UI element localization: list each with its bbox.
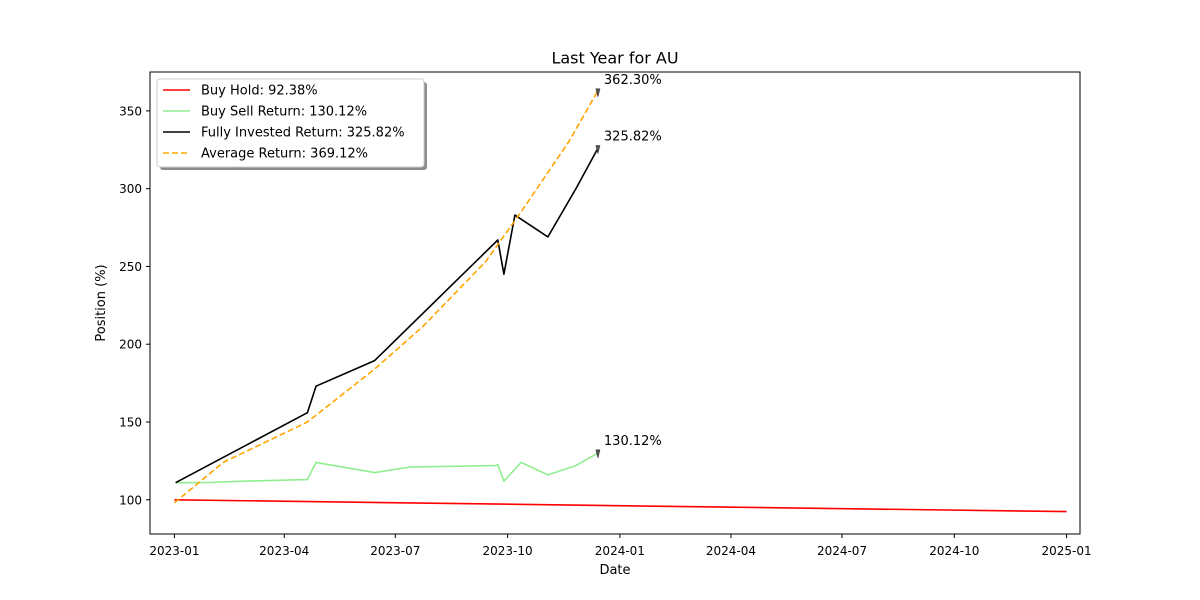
x-tick-label: 2023-01 [149,544,199,558]
chart-title: Last Year for AU [551,49,678,68]
x-axis-label: Date [599,563,630,578]
plot-frame [149,71,1081,535]
annotation-label: 130.12% [604,434,662,449]
legend-label: Buy Sell Return: 130.12% [201,105,367,120]
y-tick-label: 250 [119,260,142,274]
x-tick-label: 2023-07 [370,544,420,558]
annotation-arrow [595,145,601,154]
x-tick-label: 2023-04 [259,544,309,558]
series-line-fully-invested-return [175,147,599,484]
legend-box [156,78,425,168]
legend-label: Buy Hold: 92.38% [201,84,318,99]
x-tick-label: 2024-01 [595,544,645,558]
y-tick-label: 150 [119,416,142,430]
x-tick-label: 2023-10 [483,544,533,558]
y-tick-label: 350 [119,104,142,118]
series-line-average-return [173,90,599,504]
legend-label: Fully Invested Return: 325.82% [201,126,405,141]
y-tick-label: 200 [119,338,142,352]
x-tick-label: 2025-01 [1042,544,1092,558]
x-tick-label: 2024-10 [929,544,979,558]
x-tick-label: 2024-04 [706,544,756,558]
series-line-buy-hold [174,499,1067,513]
legend-label: Average Return: 369.12% [201,147,368,162]
annotation-arrow [595,88,601,97]
y-axis-label: Position (%) [94,264,109,341]
y-tick-label: 300 [119,182,142,196]
series-line-buy-sell-return [175,452,599,484]
annotation-arrow [595,449,601,458]
y-tick-label: 100 [119,493,142,507]
annotation-label: 362.30% [604,73,662,88]
x-tick-label: 2024-07 [817,544,867,558]
legend: Buy Hold: 92.38% Buy Sell Return: 130.12%… [156,78,427,170]
annotation-label: 325.82% [604,130,662,145]
